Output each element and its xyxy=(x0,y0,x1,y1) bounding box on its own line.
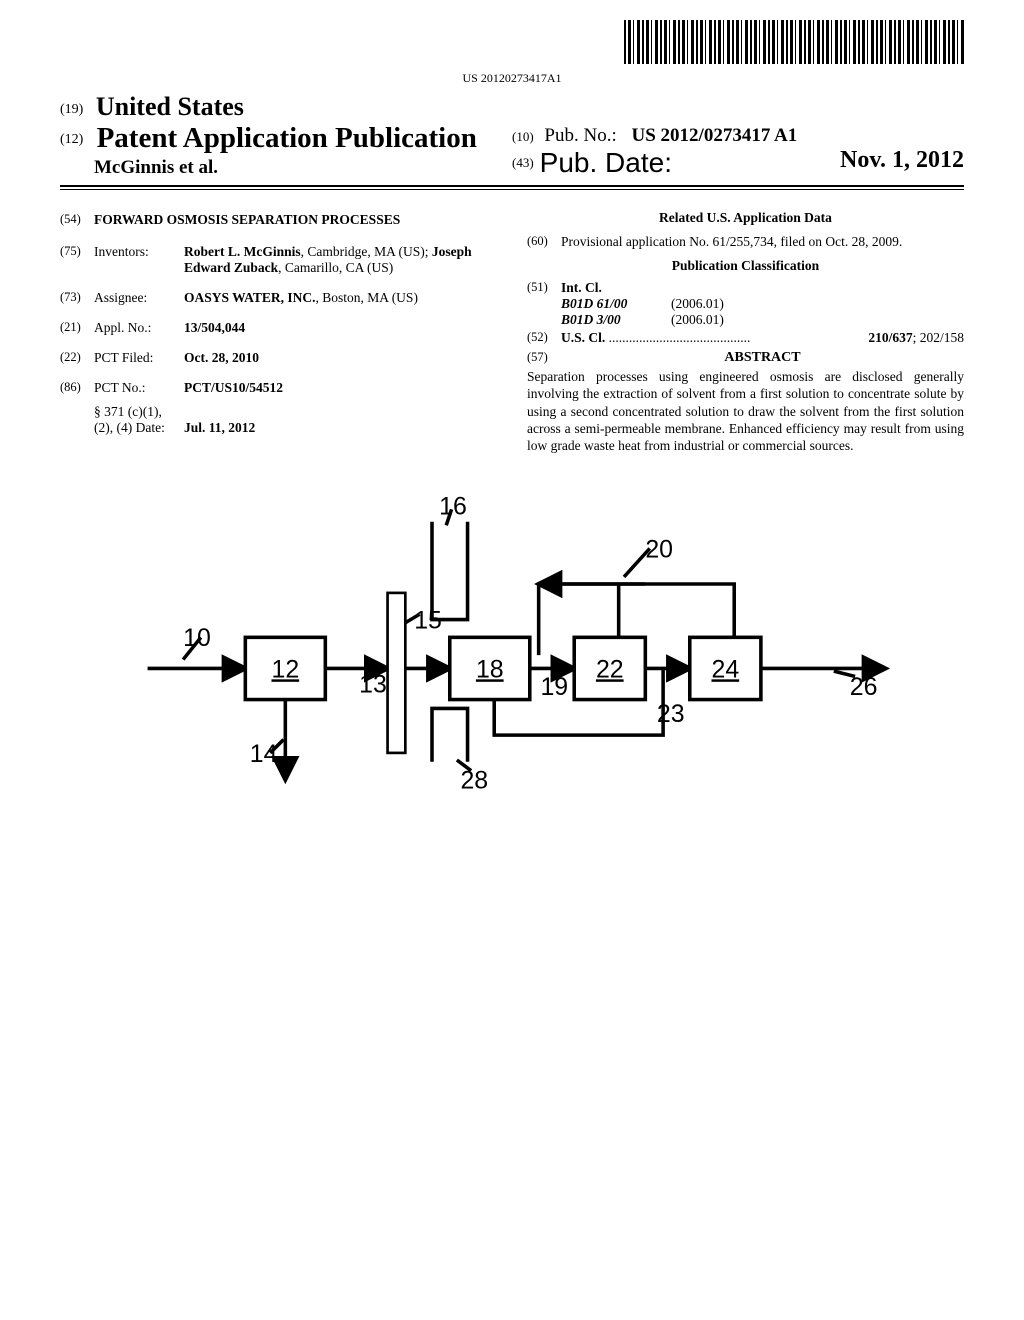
assignee-loc: , Boston, MA (US) xyxy=(316,290,418,305)
pubdate-label: Pub. Date: xyxy=(540,147,672,179)
patent-figure: 12 18 22 24 10 13 14 15 16 19 20 23 26 28 xyxy=(60,484,964,844)
uscl-dots: ........................................… xyxy=(605,330,868,346)
s371-date: Jul. 11, 2012 xyxy=(184,420,255,435)
pubdate-line: (43) Pub. Date: Nov. 1, 2012 xyxy=(512,147,964,179)
biblio-right-col: Related U.S. Application Data (60) Provi… xyxy=(527,204,964,454)
inventors-label: Inventors: xyxy=(94,244,184,276)
svg-text:26: 26 xyxy=(850,673,878,701)
svg-text:20: 20 xyxy=(645,536,673,564)
code-12: (12) xyxy=(60,132,83,147)
assignee-name: OASYS WATER, INC. xyxy=(184,290,316,305)
intcl-list: B01D 61/00(2006.01)B01D 3/00(2006.01) xyxy=(561,296,964,328)
pubno-label: Pub. No.: xyxy=(544,125,616,146)
code-57: (57) xyxy=(527,350,561,366)
code-54: (54) xyxy=(60,212,94,228)
code-86: (86) xyxy=(60,380,94,396)
svg-text:28: 28 xyxy=(460,767,488,795)
svg-text:15: 15 xyxy=(414,607,442,635)
code-22: (22) xyxy=(60,350,94,366)
country-line: (19) United States xyxy=(60,92,512,122)
code-43: (43) xyxy=(512,155,534,171)
applno-label: Appl. No.: xyxy=(94,320,184,336)
pubclass-head: Publication Classification xyxy=(527,258,964,274)
assignee-value: OASYS WATER, INC., Boston, MA (US) xyxy=(184,290,497,306)
uscl-rest: ; 202/158 xyxy=(913,330,964,345)
svg-text:12: 12 xyxy=(271,656,299,684)
code-52: (52) xyxy=(527,330,561,346)
intcl-label: Int. Cl. xyxy=(561,280,602,295)
abstract-head: ABSTRACT xyxy=(561,350,964,366)
rule-thin xyxy=(60,189,964,190)
bibliographic-data: (54) FORWARD OSMOSIS SEPARATION PROCESSE… xyxy=(60,204,964,454)
svg-text:24: 24 xyxy=(711,656,739,684)
inventor-1-loc: , Cambridge, MA (US); xyxy=(301,244,432,259)
provisional-text: Provisional application No. 61/255,734, … xyxy=(561,234,964,250)
code-19: (19) xyxy=(60,102,83,117)
country-name: United States xyxy=(96,92,244,121)
barcode-text: US 20120273417A1 xyxy=(60,71,964,86)
svg-text:22: 22 xyxy=(596,656,624,684)
intcl-version: (2006.01) xyxy=(671,296,724,312)
intcl-row: B01D 61/00(2006.01) xyxy=(561,296,964,312)
code-75: (75) xyxy=(60,244,94,276)
intcl-class: B01D 3/00 xyxy=(561,312,671,328)
abstract-text: Separation processes using engineered os… xyxy=(527,368,964,454)
inventor-2-loc: , Camarillo, CA (US) xyxy=(278,260,393,275)
inventor-1: Robert L. McGinnis xyxy=(184,244,301,259)
svg-text:18: 18 xyxy=(476,656,504,684)
rule-thick xyxy=(60,185,964,187)
uscl-label: U.S. Cl. xyxy=(561,330,605,345)
pctno-label: PCT No.: xyxy=(94,380,184,396)
code-73: (73) xyxy=(60,290,94,306)
flowchart-svg: 12 18 22 24 10 13 14 15 16 19 20 23 26 28 xyxy=(112,484,912,844)
s371-label: § 371 (c)(1), (2), (4) Date: xyxy=(94,404,184,436)
pctfiled-label: PCT Filed: xyxy=(94,350,184,366)
intcl-row: B01D 3/00(2006.01) xyxy=(561,312,964,328)
intcl-version: (2006.01) xyxy=(671,312,724,328)
pubdate-value: Nov. 1, 2012 xyxy=(840,147,964,179)
header-row: (19) United States (12) Patent Applicati… xyxy=(60,92,964,179)
intcl-class: B01D 61/00 xyxy=(561,296,671,312)
svg-text:14: 14 xyxy=(250,740,278,768)
uscl-main: 210/637 xyxy=(868,330,912,345)
pctfiled-value: Oct. 28, 2010 xyxy=(184,350,259,365)
code-10: (10) xyxy=(512,129,534,144)
barcode-area: US 20120273417A1 xyxy=(60,20,964,86)
code-51: (51) xyxy=(527,280,561,328)
publication-type-line: (12) Patent Application Publication xyxy=(60,122,512,155)
svg-text:23: 23 xyxy=(657,700,685,728)
pubno-value: US 2012/0273417 A1 xyxy=(632,125,798,146)
svg-text:10: 10 xyxy=(183,625,211,653)
code-21: (21) xyxy=(60,320,94,336)
authors-line: McGinnis et al. xyxy=(60,157,512,179)
inventors-value: Robert L. McGinnis, Cambridge, MA (US); … xyxy=(184,244,497,276)
publication-type: Patent Application Publication xyxy=(97,122,477,154)
invention-title: FORWARD OSMOSIS SEPARATION PROCESSES xyxy=(94,212,497,228)
applno-value: 13/504,044 xyxy=(184,320,245,335)
svg-text:19: 19 xyxy=(540,673,568,701)
related-data-head: Related U.S. Application Data xyxy=(527,210,964,226)
code-60: (60) xyxy=(527,234,561,250)
biblio-left-col: (54) FORWARD OSMOSIS SEPARATION PROCESSE… xyxy=(60,204,497,454)
pctno-value: PCT/US10/54512 xyxy=(184,380,283,395)
pubno-line: (10) Pub. No.: US 2012/0273417 A1 xyxy=(512,125,964,147)
svg-text:13: 13 xyxy=(359,671,387,699)
barcode-graphic xyxy=(624,20,964,64)
svg-text:16: 16 xyxy=(439,493,467,521)
assignee-label: Assignee: xyxy=(94,290,184,306)
